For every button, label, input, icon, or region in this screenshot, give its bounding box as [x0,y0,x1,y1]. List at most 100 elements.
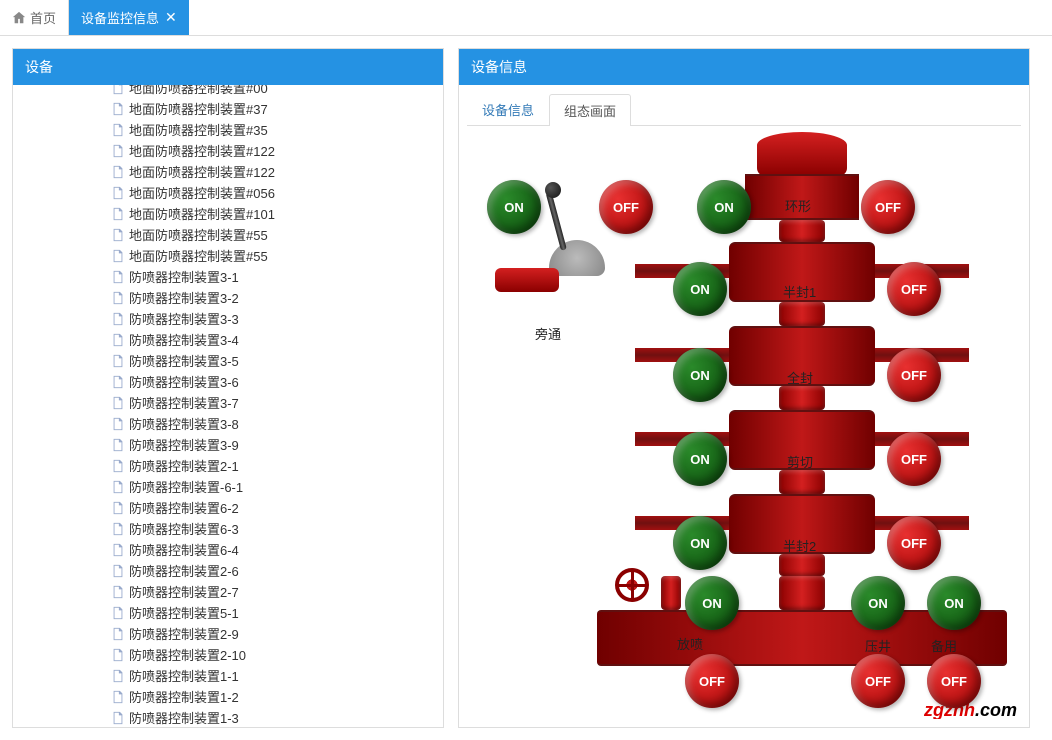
tree-item-label: 防喷器控制装置3-3 [129,309,239,328]
tree-item-label: 地面防喷器控制装置#00 [129,85,268,97]
home-icon [12,11,26,25]
tree-item[interactable]: 地面防喷器控制装置#55 [13,224,443,245]
tree-item-label: 防喷器控制装置2-7 [129,582,239,601]
close-tab-icon[interactable]: ✕ [165,9,177,26]
tree-item[interactable]: 地面防喷器控制装置#101 [13,203,443,224]
bop-annular-body [757,132,847,176]
tree-item[interactable]: 防喷器控制装置3-8 [13,413,443,434]
label-half2: 半封2 [783,536,816,555]
tree-item[interactable]: 防喷器控制装置3-1 [13,266,443,287]
tree-item-label: 防喷器控制装置3-6 [129,372,239,391]
tree-item[interactable]: 地面防喷器控制装置#056 [13,182,443,203]
tree-item[interactable]: 防喷器控制装置2-9 [13,623,443,644]
shear-off-button[interactable]: OFF [887,432,941,486]
bypass-on-button[interactable]: ON [487,180,541,234]
full-off-button[interactable]: OFF [887,348,941,402]
tree-item-label: 地面防喷器控制装置#55 [129,246,268,265]
tree-item-label: 防喷器控制装置5-1 [129,603,239,622]
tab-device-info[interactable]: 设备信息 [467,93,549,125]
tree-item[interactable]: 防喷器控制装置2-1 [13,455,443,476]
tree-item-label: 防喷器控制装置1-2 [129,687,239,706]
tree-item[interactable]: 防喷器控制装置2-10 [13,644,443,665]
tree-item-label: 防喷器控制装置3-1 [129,267,239,286]
main-content: 设备 地面防喷器控制装置#00地面防喷器控制装置#37地面防喷器控制装置#35地… [0,36,1052,740]
device-info-header: 设备信息 [459,49,1029,85]
annular-off-button[interactable]: OFF [861,180,915,234]
tree-item[interactable]: 地面防喷器控制装置#55 [13,245,443,266]
full-on-button[interactable]: ON [673,348,727,402]
label-full: 全封 [787,368,813,387]
tree-item-label: 地面防喷器控制装置#35 [129,120,268,139]
tree-item-label: 防喷器控制装置2-6 [129,561,239,580]
annular-on-button[interactable]: ON [697,180,751,234]
label-kill: 压井 [865,636,891,655]
tree-item-label: 防喷器控制装置6-4 [129,540,239,559]
tree-item[interactable]: 防喷器控制装置3-4 [13,329,443,350]
tree-item[interactable]: 防喷器控制装置2-7 [13,581,443,602]
kill-off-button[interactable]: OFF [851,654,905,708]
lever-ball [545,182,561,198]
blowout-on-button[interactable]: ON [685,576,739,630]
label-shear: 剪切 [787,452,813,471]
tree-item[interactable]: 防喷器控制装置3-3 [13,308,443,329]
tree-item[interactable]: 防喷器控制装置3-2 [13,287,443,308]
device-info-panel: 设备信息 设备信息 组态画面 [458,48,1030,728]
active-tab[interactable]: 设备监控信息 ✕ [69,0,189,35]
tree-item[interactable]: 地面防喷器控制装置#35 [13,119,443,140]
tree-item[interactable]: 防喷器控制装置2-6 [13,560,443,581]
bop-neck-2 [779,302,825,326]
label-annular: 环形 [785,196,811,215]
tree-item-label: 防喷器控制装置3-7 [129,393,239,412]
bop-neck-5 [779,554,825,576]
tree-item[interactable]: 地面防喷器控制装置#37 [13,98,443,119]
tree-item[interactable]: 防喷器控制装置6-3 [13,518,443,539]
half2-on-button[interactable]: ON [673,516,727,570]
home-button[interactable]: 首页 [0,0,69,35]
tree-item[interactable]: 防喷器控制装置3-7 [13,392,443,413]
active-tab-label: 设备监控信息 [81,8,159,27]
tree-item[interactable]: 防喷器控制装置-6-1 [13,476,443,497]
tree-item[interactable]: 防喷器控制装置1-3 [13,707,443,727]
label-half1: 半封1 [783,282,816,301]
tree-item-label: 防喷器控制装置3-8 [129,414,239,433]
tree-item-label: 地面防喷器控制装置#122 [129,141,275,160]
tree-item[interactable]: 防喷器控制装置1-1 [13,665,443,686]
spare-off-button[interactable]: OFF [927,654,981,708]
bop-riser-l [661,576,681,610]
tree-item[interactable]: 地面防喷器控制装置#00 [13,85,443,98]
tree-item[interactable]: 防喷器控制装置3-9 [13,434,443,455]
shear-on-button[interactable]: ON [673,432,727,486]
top-bar: 首页 设备监控信息 ✕ [0,0,1052,36]
tree-item[interactable]: 地面防喷器控制装置#122 [13,140,443,161]
tab-config-view[interactable]: 组态画面 [549,94,631,126]
device-info-body: 设备信息 组态画面 [459,85,1029,727]
tree-item[interactable]: 防喷器控制装置3-6 [13,371,443,392]
tree-item-label: 防喷器控制装置1-3 [129,708,239,727]
valve-wheel [615,568,649,602]
label-spare: 备用 [931,636,957,655]
bop-neck-4 [779,470,825,494]
blowout-off-button[interactable]: OFF [685,654,739,708]
tree-item[interactable]: 地面防喷器控制装置#122 [13,161,443,182]
info-tabs: 设备信息 组态画面 [467,93,1021,126]
half2-off-button[interactable]: OFF [887,516,941,570]
half1-on-button[interactable]: ON [673,262,727,316]
home-label: 首页 [30,8,56,27]
spare-on-button[interactable]: ON [927,576,981,630]
pump-body [495,268,559,292]
tree-item-label: 地面防喷器控制装置#056 [129,183,275,202]
tree-item[interactable]: 防喷器控制装置5-1 [13,602,443,623]
tree-item[interactable]: 防喷器控制装置1-2 [13,686,443,707]
device-tree-header: 设备 [13,49,443,85]
tree-item[interactable]: 防喷器控制装置6-4 [13,539,443,560]
tree-item-label: 地面防喷器控制装置#37 [129,99,268,118]
tree-item[interactable]: 防喷器控制装置3-5 [13,350,443,371]
tree-item-label: 防喷器控制装置6-3 [129,519,239,538]
tree-item[interactable]: 防喷器控制装置6-2 [13,497,443,518]
half1-off-button[interactable]: OFF [887,262,941,316]
tree-item-label: 防喷器控制装置2-1 [129,456,239,475]
device-tree[interactable]: 地面防喷器控制装置#00 地面防喷器控制装置#37 地面防喷器控制装置#35 地面防喷… [13,85,443,727]
kill-on-button[interactable]: ON [851,576,905,630]
watermark-black: com [980,700,1017,719]
bypass-off-button[interactable]: OFF [599,180,653,234]
